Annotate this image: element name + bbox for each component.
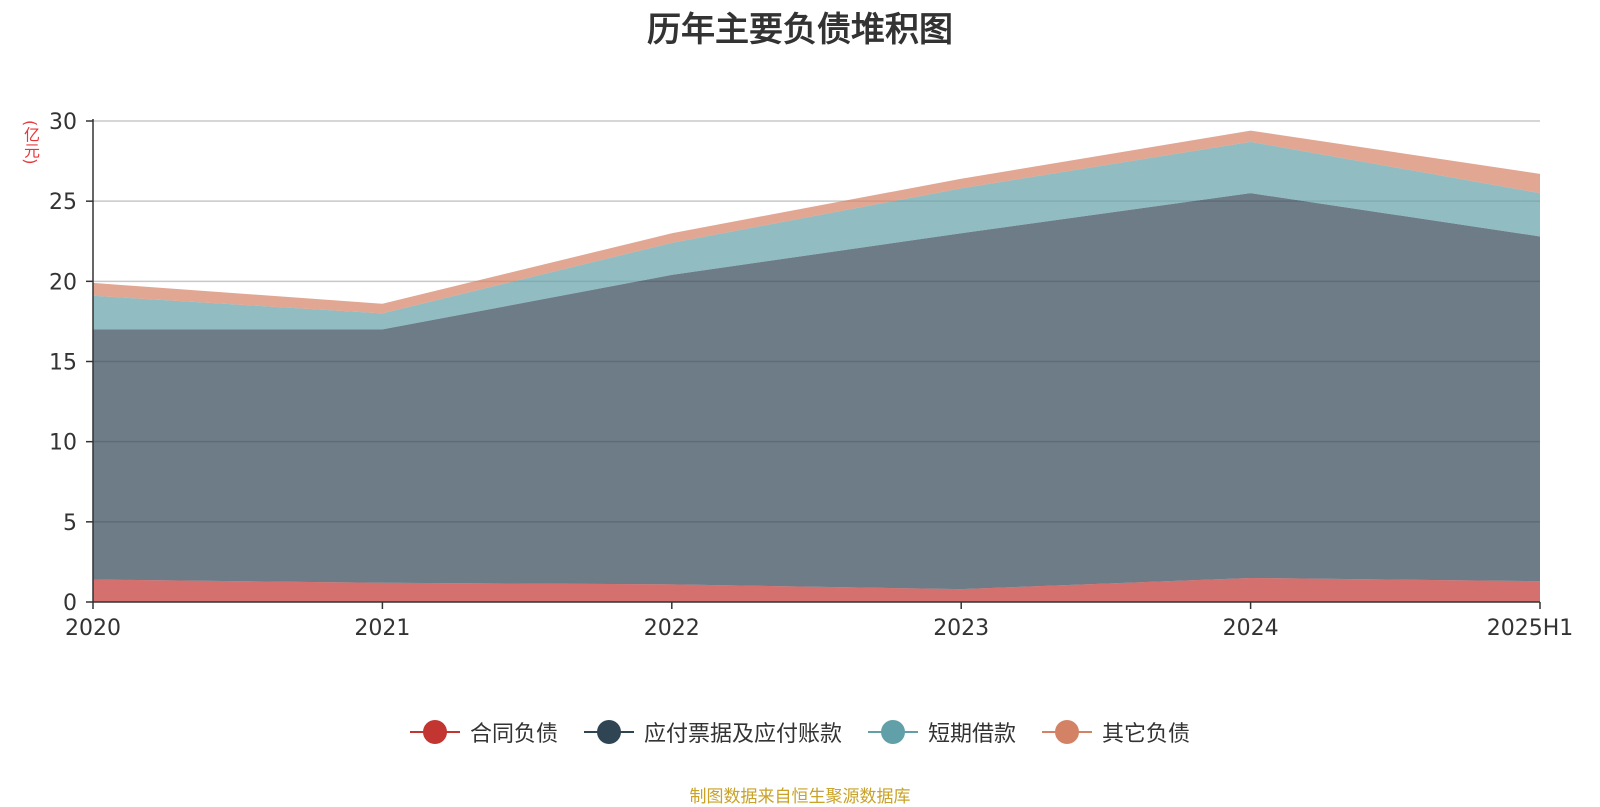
legend-marker-icon — [1042, 720, 1093, 744]
legend-marker-icon — [409, 720, 460, 744]
x-tick-label: 2022 — [644, 616, 700, 641]
x-tick-label: 2021 — [354, 616, 410, 641]
series-area-2 — [93, 193, 1540, 590]
y-tick-label: 20 — [49, 270, 77, 295]
legend-item-4[interactable]: 其它负债 — [1042, 716, 1190, 748]
y-tick-label: 30 — [49, 110, 77, 135]
legend-label: 应付票据及应付账款 — [643, 722, 842, 747]
y-axis-unit-label: (亿元) — [21, 120, 40, 165]
legend-item-1[interactable]: 合同负债 — [409, 716, 558, 748]
x-tick-label: 2025H1 — [1487, 616, 1574, 641]
series-area-1 — [93, 577, 1540, 602]
legend-item-2[interactable]: 应付票据及应付账款 — [583, 716, 842, 748]
series-area-3 — [93, 141, 1540, 330]
series-area-4 — [93, 130, 1540, 314]
legend: 合同负债 应付票据及应付账款 短期借款 其它负债 — [0, 716, 1600, 748]
y-tick-label: 0 — [63, 591, 77, 616]
legend-marker-icon — [583, 720, 634, 744]
legend-label: 合同负债 — [469, 722, 558, 747]
y-tick-label: 25 — [49, 190, 77, 215]
legend-label: 其它负债 — [1102, 722, 1191, 747]
legend-item-3[interactable]: 短期借款 — [868, 716, 1016, 748]
x-tick-label: 2024 — [1223, 616, 1279, 641]
y-tick-label: 10 — [49, 431, 77, 456]
x-tick-label: 2023 — [933, 616, 989, 641]
y-tick-label: 15 — [49, 351, 77, 376]
chart-title: 历年主要负债堆积图 — [647, 10, 953, 50]
series-areas — [93, 130, 1540, 602]
y-tick-label: 5 — [63, 511, 77, 536]
legend-marker-icon — [868, 720, 918, 744]
legend-label: 短期借款 — [928, 722, 1017, 747]
x-tick-label: 2020 — [65, 616, 121, 641]
source-note: 制图数据来自恒生聚源数据库 — [689, 787, 911, 807]
axes: 0 5 10 15 20 25 30 2020 2021 2022 2023 2024 2025H1 — [49, 110, 1573, 641]
